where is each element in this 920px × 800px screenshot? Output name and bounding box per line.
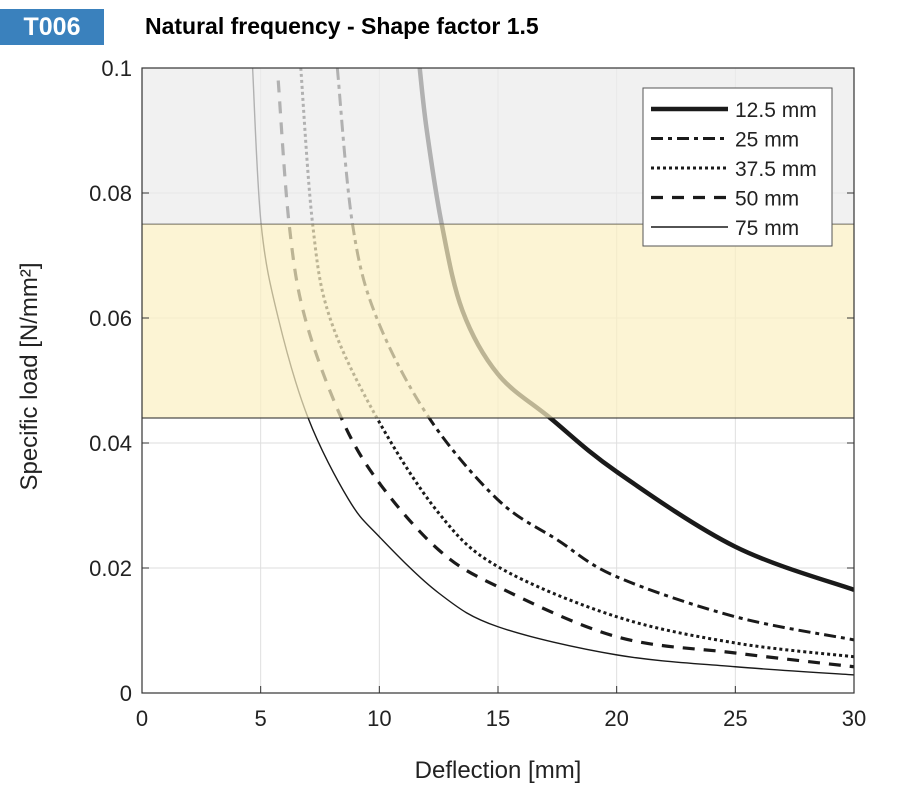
x-axis-label: Deflection [mm] [415, 757, 582, 784]
x-tick-label: 0 [136, 706, 148, 731]
series-line-25-mm [335, 68, 854, 642]
x-tick-label: 5 [255, 706, 267, 731]
legend-box [642, 87, 833, 247]
legend-label: 50 mm [735, 188, 799, 211]
y-tick-label: 0 [120, 681, 132, 706]
y-tick-label: 0.04 [89, 431, 132, 456]
y-tick-label: 0.02 [89, 556, 132, 581]
legend: 12.5 mm 25 mm 37.5 mm 50 mm 75 mm [642, 87, 833, 247]
legend-label: 75 mm [735, 217, 799, 240]
x-tick-label: 25 [723, 706, 747, 731]
chart-id-badge: T006 [0, 9, 104, 45]
chart-title: Natural frequency - Shape factor 1.5 [145, 13, 539, 39]
legend-label: 25 mm [735, 129, 799, 152]
shaded-band [142, 224, 854, 418]
y-tick-label: 0.08 [89, 181, 132, 206]
legend-label: 37.5 mm [735, 158, 817, 181]
x-tick-label: 30 [842, 706, 866, 731]
y-tick-label: 0.1 [101, 56, 132, 81]
x-tick-label: 15 [486, 706, 510, 731]
x-tick-label: 20 [604, 706, 628, 731]
y-tick-label: 0.06 [89, 306, 132, 331]
legend-label: 12.5 mm [735, 99, 817, 122]
x-tick-label: 10 [367, 706, 391, 731]
y-axis-label: Specific load [N/mm²] [16, 262, 43, 490]
